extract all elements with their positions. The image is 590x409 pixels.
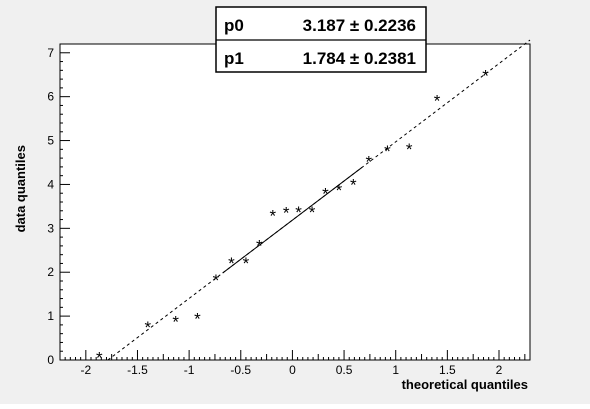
- stats-p1-name: p1: [224, 49, 244, 68]
- y-tick-label: 7: [47, 46, 54, 60]
- y-tick-label: 0: [47, 353, 54, 367]
- data-point: *: [384, 142, 391, 161]
- x-tick-label: -0.5: [230, 363, 251, 377]
- stats-box: p0 3.187 ± 0.2236 p1 1.784 ± 0.2381: [215, 6, 427, 73]
- data-point: *: [269, 206, 276, 225]
- data-point: *: [243, 254, 250, 273]
- x-tick-label: 0: [289, 363, 296, 377]
- x-tick-label: -2: [80, 363, 91, 377]
- y-axis: 0 1 2 3 4 5 6 7: [47, 43, 70, 367]
- x-axis-label: theoretical quantiles: [402, 377, 528, 392]
- data-point: *: [295, 203, 302, 222]
- y-tick-label: 2: [47, 265, 54, 279]
- stats-p0-name: p0: [224, 16, 244, 35]
- data-point: *: [172, 313, 179, 332]
- data-point: *: [256, 237, 263, 256]
- stats-p0-value: 3.187 ± 0.2236: [303, 16, 416, 35]
- y-axis-label: data quantiles: [13, 145, 28, 232]
- x-tick-label: 0.5: [336, 363, 353, 377]
- data-point: *: [309, 203, 316, 222]
- data-point: *: [213, 271, 220, 290]
- plot-frame: [59, 43, 531, 361]
- stats-p1-value: 1.784 ± 0.2381: [303, 49, 416, 68]
- data-point: *: [366, 152, 373, 171]
- data-point: *: [194, 309, 201, 328]
- y-tick-label: 6: [47, 90, 54, 104]
- x-tick-label: 1.5: [439, 363, 456, 377]
- data-point: *: [96, 348, 103, 367]
- data-point: *: [350, 176, 357, 195]
- data-point: *: [283, 204, 290, 223]
- y-tick-label: 3: [47, 221, 54, 235]
- x-axis: -2 -1.5 -1 -0.5 0 0.5 1 1.5 2: [59, 350, 531, 377]
- data-point: *: [228, 254, 235, 273]
- data-point: *: [322, 184, 329, 203]
- data-point: *: [434, 92, 441, 111]
- fit-line-solid: [222, 166, 363, 274]
- data-point: *: [482, 67, 489, 86]
- x-tick-label: -1: [184, 363, 195, 377]
- data-points: * * * * * * * * * * * * * * * * * * * *: [96, 67, 489, 368]
- data-point: *: [336, 181, 343, 200]
- y-tick-label: 4: [47, 177, 54, 191]
- y-tick-label: 1: [47, 309, 54, 323]
- data-point: *: [406, 140, 413, 159]
- data-point: *: [144, 318, 151, 337]
- x-tick-label: -1.5: [127, 363, 148, 377]
- fit-line: [107, 39, 531, 361]
- x-tick-label: 1: [392, 363, 399, 377]
- x-tick-label: 2: [496, 363, 503, 377]
- y-tick-label: 5: [47, 134, 54, 148]
